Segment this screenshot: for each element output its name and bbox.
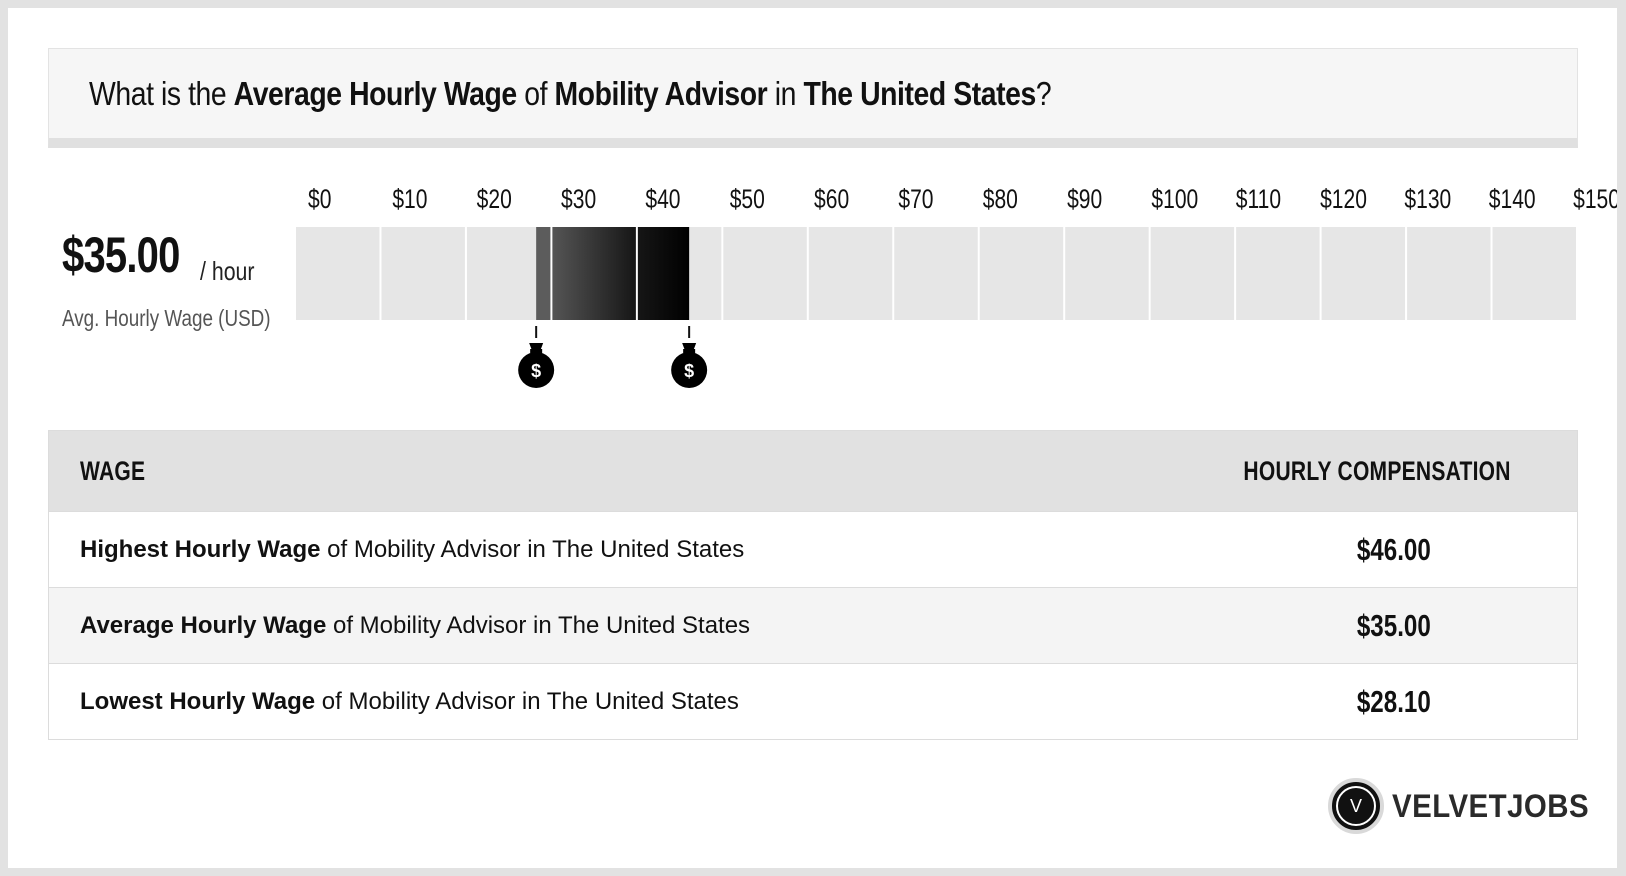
- axis-cell: [381, 227, 465, 320]
- logo-text: VELVETJOBS: [1392, 787, 1590, 824]
- range-band-mid: [552, 227, 636, 320]
- money-bag-symbol: $: [531, 361, 541, 381]
- wage-table: WAGE HOURLY COMPENSATION Highest Hourly …: [48, 430, 1578, 740]
- axis-cell: [1150, 227, 1235, 320]
- wage-card: What is the Average Hourly Wage of Mobil…: [8, 8, 1617, 868]
- x-tick-label: $80: [983, 185, 1018, 215]
- axis-cell: [296, 227, 380, 320]
- average-wage-unit: / hour: [200, 256, 255, 286]
- range-band-high: [637, 227, 690, 320]
- axis-cell: [894, 227, 978, 320]
- axis-cell: [1407, 227, 1491, 320]
- x-tick-label: $0: [308, 185, 331, 215]
- axis-cell: [979, 227, 1064, 320]
- column-header-wage: WAGE: [80, 455, 146, 486]
- row-label: Average Hourly Wage of Mobility Advisor …: [80, 611, 751, 639]
- axis-cell: [1065, 227, 1149, 320]
- x-tick-label: $100: [1151, 185, 1198, 215]
- x-tick-label: $60: [814, 185, 849, 215]
- page-title: What is the Average Hourly Wage of Mobil…: [89, 74, 1052, 112]
- table-row-average: Average Hourly Wage of Mobility Advisor …: [49, 587, 1577, 663]
- x-tick-label: $30: [561, 185, 596, 215]
- x-tick-label: $10: [392, 185, 427, 215]
- row-label: Lowest Hourly Wage of Mobility Advisor i…: [80, 687, 739, 715]
- row-value: $35.00: [1357, 607, 1431, 643]
- column-header-compensation: HOURLY COMPENSATION: [1243, 455, 1511, 486]
- x-tick-label: $140: [1489, 185, 1536, 215]
- x-tick-label: $150+: [1573, 185, 1617, 215]
- axis-cell: [1236, 227, 1320, 320]
- average-wage-caption: Avg. Hourly Wage (USD): [62, 305, 271, 331]
- x-tick-label: $90: [1067, 185, 1102, 215]
- velvetjobs-logo: V VELVETJOBS: [1328, 778, 1606, 834]
- row-label: Highest Hourly Wage of Mobility Advisor …: [80, 535, 745, 563]
- axis-cell: [1492, 227, 1576, 320]
- axis-cell: [1321, 227, 1406, 320]
- x-tick-label: $50: [730, 185, 765, 215]
- table-row-lowest: Lowest Hourly Wage of Mobility Advisor i…: [49, 663, 1577, 739]
- money-bag-icon: $: [518, 326, 555, 388]
- money-bag-icon: $: [671, 326, 708, 388]
- range-band-low: [536, 227, 551, 320]
- x-tick-label: $130: [1404, 185, 1451, 215]
- money-bag-symbol: $: [684, 361, 694, 381]
- average-wage-value: $35.00: [62, 227, 180, 283]
- title-bar: What is the Average Hourly Wage of Mobil…: [48, 48, 1578, 148]
- x-tick-label: $20: [477, 185, 512, 215]
- axis-cell: [808, 227, 893, 320]
- axis-cell: [723, 227, 807, 320]
- logo-badge-icon: V: [1328, 778, 1384, 834]
- x-tick-label: $70: [898, 185, 933, 215]
- x-tick-label: $120: [1320, 185, 1367, 215]
- x-tick-label: $40: [645, 185, 680, 215]
- x-tick-label: $110: [1236, 185, 1281, 215]
- logo-badge-letter: V: [1336, 786, 1376, 826]
- row-value: $46.00: [1357, 531, 1431, 567]
- table-row-highest: Highest Hourly Wage of Mobility Advisor …: [49, 511, 1577, 587]
- wage-range-chart: $0 $10 $20 $30 $40 $50 $60 $70 $80 $90 $100 $110 $12…: [296, 185, 1617, 388]
- table-header: WAGE HOURLY COMPENSATION: [49, 431, 1577, 511]
- row-value: $28.10: [1357, 683, 1431, 719]
